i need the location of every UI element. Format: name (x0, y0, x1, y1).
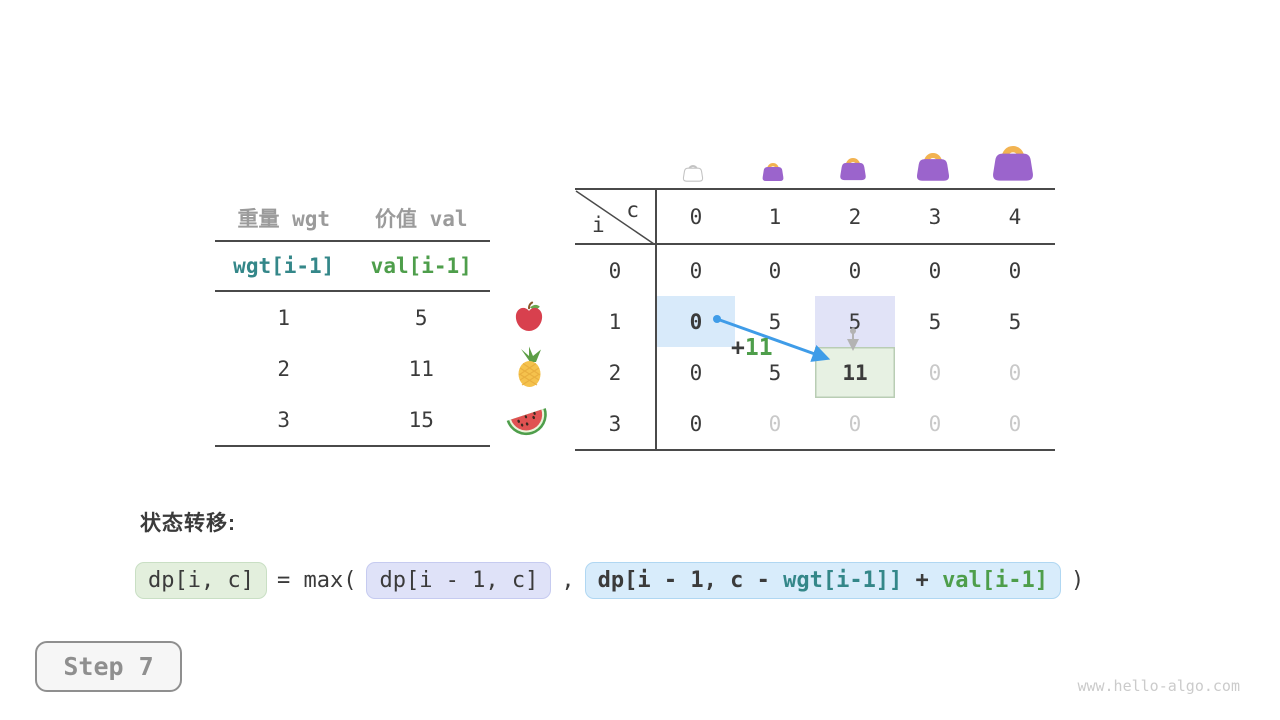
dp-cell-3-2: 0 (848, 411, 862, 436)
dp-cell-0-3: 0 (928, 258, 942, 283)
dp-row-header-3: 3 (608, 411, 622, 436)
value-column-header: 价值 val (374, 206, 468, 231)
dp-cell-3-0: 0 (655, 398, 735, 449)
dp-row-header-1: 1 (608, 309, 622, 334)
dp-cell-0-1: 0 (768, 258, 782, 283)
item-row-1: 1 5 (215, 292, 490, 344)
formula-separator: , (561, 567, 575, 593)
take-expr-plus: + (902, 567, 943, 593)
value-expr-label: val[i-1] (370, 254, 472, 278)
item-row-2: 2 11 (215, 344, 490, 396)
item-3-weight: 3 (277, 407, 291, 432)
formula-operator: = max( (276, 567, 357, 593)
items-table-header: 重量 wgt 价值 val (215, 195, 490, 242)
dp-cell-1-2: 5 (815, 296, 895, 347)
dp-cell-2-1: 5 (768, 360, 782, 385)
dp-cell-1-0: 0 (655, 296, 735, 347)
items-table-subheader: wgt[i-1] val[i-1] (215, 242, 490, 292)
dp-cell-3-3: 0 (928, 411, 942, 436)
dp-cell-2-2: 11 (815, 347, 895, 398)
apple-icon (515, 301, 543, 331)
dp-cell-3-4: 0 (1008, 411, 1022, 436)
dp-cell-2-3: 0 (928, 360, 942, 385)
dp-col-header-3: 3 (895, 190, 975, 245)
item-2-weight: 2 (277, 357, 291, 382)
formula-skip-box: dp[i - 1, c] (366, 561, 552, 599)
dp-col-header-0: 0 (655, 190, 735, 245)
formula-closing-paren: ) (1071, 567, 1085, 593)
bag-ghost-icon (682, 165, 704, 182)
dp-col-header-1: 1 (735, 190, 815, 245)
bag-large-icon (913, 144, 953, 182)
dp-cell-0-2: 0 (848, 258, 862, 283)
weight-column-header: 重量 wgt (237, 206, 331, 231)
item-3-value: 15 (408, 407, 434, 432)
formula-take-box: dp[i - 1, c - wgt[i-1]] + val[i-1] (584, 561, 1062, 599)
watermelon-icon (506, 408, 547, 436)
formula-lhs-box: dp[i, c] (135, 561, 267, 599)
item-2-value: 11 (408, 357, 434, 382)
item-1-weight: 1 (277, 305, 291, 330)
take-expr-wgt: wgt[i-1]] (783, 567, 903, 593)
items-table: 重量 wgt 价值 val wgt[i-1] val[i-1] 1 5 2 11… (215, 195, 490, 447)
bag-small-icon (760, 163, 786, 182)
pineapple-icon (518, 346, 541, 387)
step-badge: Step 7 (35, 641, 182, 692)
dp-row-header-0: 0 (608, 258, 622, 283)
state-transition-formula: dp[i, c] = max( dp[i - 1, c] , dp[i - 1,… (135, 559, 1084, 601)
dp-row-header-2: 2 (608, 360, 622, 385)
bag-medium-icon (838, 158, 868, 181)
added-value: 11 (744, 335, 773, 361)
dp-cell-0-4: 0 (1008, 258, 1022, 283)
take-expr-val: val[i-1] (942, 567, 1049, 593)
bag-xlarge-icon (988, 135, 1038, 182)
dp-col-header-4: 4 (975, 190, 1055, 245)
plus-sign: + (731, 335, 745, 361)
weight-expr-label: wgt[i-1] (233, 254, 335, 278)
col-axis-label: c (626, 198, 639, 222)
dp-cell-2-0: 0 (655, 347, 735, 398)
dp-cell-3-1: 0 (768, 411, 782, 436)
dp-cell-1-3: 5 (928, 309, 942, 334)
row-axis-label: i (592, 213, 605, 237)
item-1-value: 5 (414, 305, 428, 330)
watermark: www.hello-algo.com (1077, 677, 1240, 695)
dp-col-header-2: 2 (815, 190, 895, 245)
add-value-annotation: +11 (731, 335, 773, 361)
dp-cell-0-0: 0 (655, 245, 735, 296)
dp-cell-2-4: 0 (1008, 360, 1022, 385)
take-expr-prefix: dp[i - 1, c - (597, 567, 784, 593)
item-row-3: 3 15 (215, 395, 490, 447)
corner-diagonal-line (575, 190, 655, 245)
dp-cell-1-4: 5 (1008, 309, 1022, 334)
state-transition-label: 状态转移: (140, 512, 236, 535)
dp-table: c i 0 1 2 3 4 0 0 0 0 0 0 1 0 5 5 5 5 2 … (575, 188, 1055, 451)
dp-corner-cell: c i (575, 190, 655, 245)
